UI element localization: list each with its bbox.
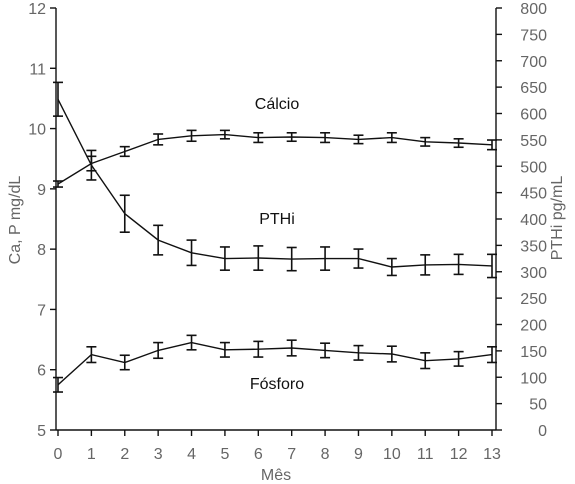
x-tick-label: 6 (254, 446, 263, 463)
x-tick-label: 12 (450, 446, 468, 463)
left-y-tick-label: 10 (28, 122, 46, 139)
x-tick-label: 4 (187, 446, 196, 463)
x-tick-label: 9 (354, 446, 363, 463)
x-tick-label: 5 (220, 446, 229, 463)
series-fosforo (53, 334, 497, 393)
left-y-tick-label: 6 (37, 363, 46, 380)
series-line-calcio (57, 133, 493, 185)
right-y-tick-label: 800 (520, 1, 547, 18)
right-y-axis-title: PTHi pg/mL (549, 176, 566, 261)
series-layer (53, 81, 497, 393)
left-y-ticks: 5 6 7 8 9 10 11 12 (28, 1, 56, 440)
series-label-fosforo: Fósforo (250, 376, 304, 393)
error-bar (353, 248, 364, 269)
right-y-tick-label: 200 (520, 318, 547, 335)
error-bar (420, 352, 431, 370)
x-tick-label: 1 (87, 446, 96, 463)
error-bar (186, 334, 197, 351)
error-bar (420, 136, 431, 147)
error-bar (186, 129, 197, 143)
series-labels: Cálcio PTHi Fósforo (250, 96, 304, 393)
error-bar (86, 149, 97, 181)
series-line-pthi (57, 98, 493, 268)
error-bar (253, 131, 264, 144)
right-y-tick-label: 500 (520, 159, 547, 176)
error-bar (386, 131, 397, 144)
left-y-tick-label: 9 (37, 182, 46, 199)
x-tick-label: 2 (120, 446, 129, 463)
error-bar (119, 194, 130, 233)
error-bar (320, 342, 331, 359)
error-bar (453, 138, 464, 149)
error-bar (86, 346, 97, 364)
series-label-pthi: PTHi (259, 211, 295, 228)
error-bar (53, 180, 63, 188)
left-y-tick-label: 12 (28, 1, 46, 18)
x-tick-label: 0 (54, 446, 63, 463)
error-bar (386, 345, 397, 363)
right-y-tick-label: 600 (520, 107, 547, 124)
series-line-fosforo (57, 341, 493, 386)
left-y-tick-label: 8 (37, 242, 46, 259)
error-bar (219, 341, 230, 358)
error-bar (386, 257, 397, 277)
error-bar (286, 246, 297, 272)
error-bar (353, 134, 364, 145)
x-tick-label: 11 (417, 446, 434, 463)
left-y-axis-title: Ca, P mg/dL (7, 176, 24, 265)
x-tick-label: 8 (321, 446, 330, 463)
x-tick-label: 10 (383, 446, 401, 463)
right-y-ticks: 0 50 100 150 200 250 300 350 400 450 500 550 600 650 7… (496, 1, 547, 440)
error-bar (353, 344, 364, 361)
error-bar (320, 131, 331, 144)
left-y-tick-label: 7 (37, 302, 46, 319)
error-bar (153, 133, 164, 146)
right-y-tick-label: 650 (520, 80, 547, 97)
series-calcio (53, 129, 497, 188)
error-bar (487, 253, 497, 279)
right-y-tick-label: 50 (529, 397, 547, 414)
error-bar (119, 354, 130, 371)
error-bar (153, 341, 164, 360)
right-y-tick-label: 550 (520, 133, 547, 150)
x-tick-label: 3 (154, 446, 163, 463)
error-bar (253, 340, 264, 358)
right-y-tick-label: 100 (520, 370, 547, 387)
right-y-tick-label: 350 (520, 238, 547, 255)
right-y-tick-label: 0 (538, 423, 547, 440)
error-bar (487, 139, 497, 151)
error-bar (253, 245, 264, 271)
x-tick-label: 7 (287, 446, 296, 463)
error-bar (286, 339, 297, 357)
error-bar (186, 239, 197, 267)
right-y-tick-label: 250 (520, 291, 547, 308)
series-pthi (53, 81, 497, 279)
right-y-tick-label: 300 (520, 265, 547, 282)
right-y-tick-label: 150 (520, 344, 547, 361)
right-y-tick-label: 700 (520, 54, 547, 71)
error-bar (119, 145, 130, 158)
error-bar (420, 254, 431, 276)
right-y-tick-label: 400 (520, 212, 547, 229)
error-bar (53, 376, 63, 393)
error-bar (487, 346, 497, 364)
left-y-tick-label: 11 (29, 61, 46, 78)
right-y-tick-label: 450 (520, 186, 547, 203)
x-ticks: 0 1 2 3 4 5 6 7 8 9 10 11 12 13 (54, 430, 501, 463)
error-bar (320, 246, 331, 271)
error-bar (53, 81, 63, 117)
error-bar (286, 131, 297, 143)
error-bar (453, 253, 464, 276)
right-y-tick-label: 750 (520, 27, 547, 44)
x-axis-title: Mês (261, 467, 291, 484)
error-bar (453, 350, 464, 367)
error-bar (153, 224, 164, 256)
error-bar (219, 129, 230, 140)
x-tick-label: 13 (483, 446, 501, 463)
series-label-calcio: Cálcio (255, 96, 300, 113)
left-y-tick-label: 5 (37, 423, 46, 440)
error-bar (219, 246, 230, 271)
